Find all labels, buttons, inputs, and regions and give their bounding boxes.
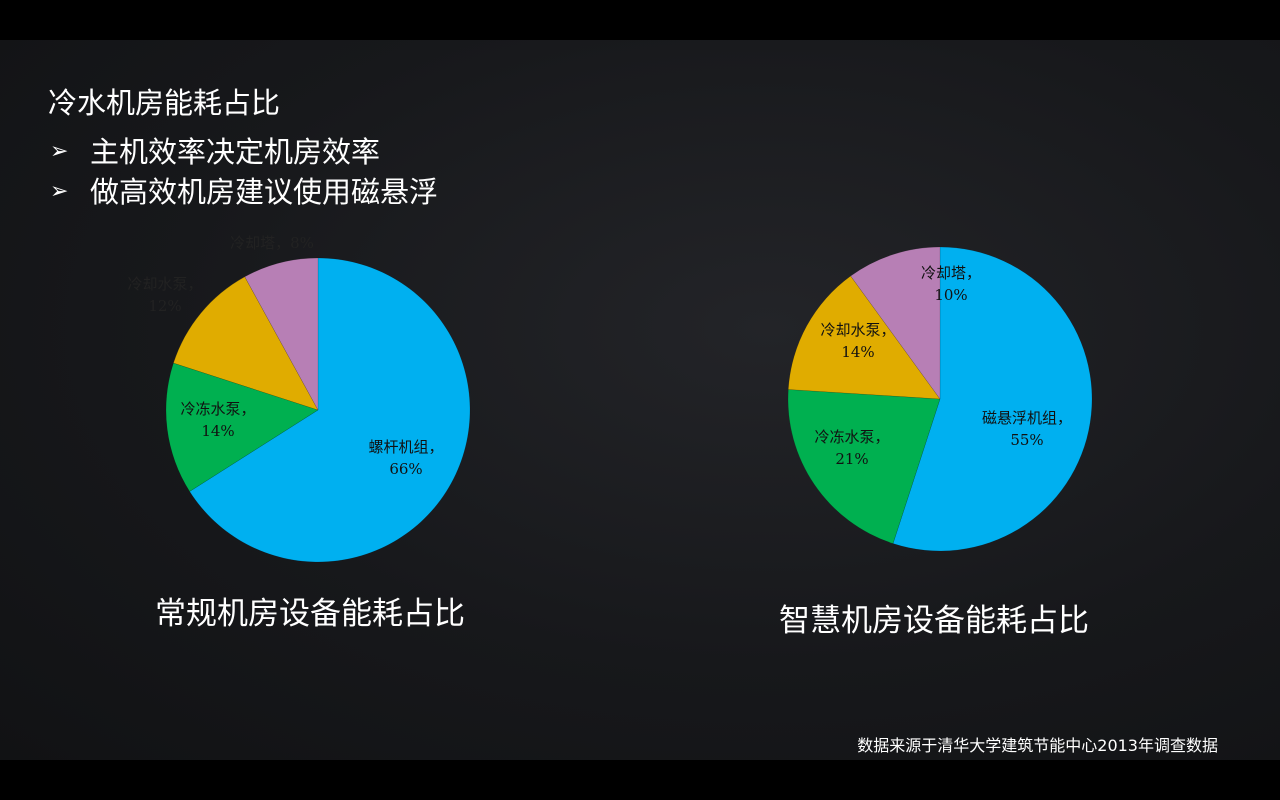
data-label: 磁悬浮机组， 55%	[981, 409, 1073, 449]
data-label: 冷冻水泵， 14%	[180, 400, 256, 440]
data-label: 冷冻水泵， 21%	[814, 428, 890, 468]
data-label: 冷却塔，8%	[230, 234, 314, 252]
bullet-item: ➢ 主机效率决定机房效率	[50, 132, 438, 172]
pie-slice-2	[165, 362, 319, 492]
bullet-text: 主机效率决定机房效率	[90, 135, 381, 169]
data-label: 冷却水泵， 12%	[127, 275, 203, 315]
pie-slice-4	[850, 246, 941, 400]
pie-slice-1	[892, 246, 1093, 552]
bullet-list: ➢ 主机效率决定机房效率 ➢ 做高效机房建议使用磁悬浮	[50, 132, 438, 212]
slide-title: 冷水机房能耗占比	[48, 86, 281, 120]
arrow-bullet-icon: ➢	[50, 139, 69, 164]
slide: 冷水机房能耗占比 ➢ 主机效率决定机房效率 ➢ 做高效机房建议使用磁悬浮 螺杆机组，…	[0, 40, 1280, 760]
data-label: 冷却塔， 10%	[920, 264, 982, 304]
arrow-bullet-icon: ➢	[50, 179, 69, 204]
pie-slice-3	[788, 275, 941, 400]
bullet-text: 做高效机房建议使用磁悬浮	[90, 175, 439, 209]
chart-title: 智慧机房设备能耗占比	[779, 603, 1089, 639]
data-label: 冷却水泵， 14%	[820, 321, 896, 361]
pie-charts	[165, 246, 1093, 563]
pie-slice-3	[173, 276, 319, 411]
chart-title: 常规机房设备能耗占比	[155, 596, 465, 632]
pie-slice-2	[787, 389, 941, 544]
pie-slice-1	[189, 257, 471, 563]
bullet-item: ➢ 做高效机房建议使用磁悬浮	[50, 172, 438, 212]
data-label: 螺杆机组， 66%	[368, 438, 444, 478]
data-source-note: 数据来源于清华大学建筑节能中心2013年调查数据	[857, 736, 1218, 755]
pie-slice-4	[244, 257, 319, 411]
